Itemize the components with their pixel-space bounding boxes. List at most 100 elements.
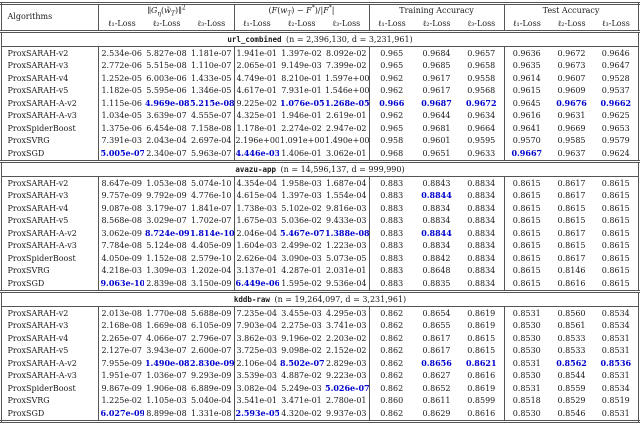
value-cell: 5.073e-05 [325, 253, 367, 263]
value-cell: 9.223e-03 [325, 371, 367, 380]
value-cell: 6.454e-08 [146, 123, 187, 133]
value-cell: 0.8615 [601, 241, 630, 250]
value-cell: 1.034e-05 [98, 109, 144, 122]
value-cell: 9.433e-03 [325, 216, 367, 225]
value-cell: 4.887e-02 [281, 371, 322, 380]
value-cell: 3.062e-09 [98, 227, 144, 240]
value-cell: 8.647e-09 [98, 176, 144, 190]
algorithm-name: ProxSARAH-v2 [7, 308, 69, 318]
algorithm-name: ProxSARAH-v2 [7, 48, 69, 58]
table-row: ProxSARAH-v3 2.772e-06 5.515e-08 1.110e-07 2… [1, 59, 639, 72]
value-cell: 0.965 [368, 46, 414, 60]
value-cell: 1.604e-03 [233, 239, 279, 252]
value-cell: 2.829e-03 [325, 358, 367, 368]
header-group-row: Algorithms ∥Gη(w̃T)∥2 (F(wT) − F*)/|F*| … [1, 3, 640, 21]
value-cell: 0.8599 [467, 396, 496, 405]
value-cell: 2.127e-07 [98, 344, 144, 357]
value-cell: 1.490e-08 [144, 357, 189, 368]
value-cell: 0.8834 [467, 278, 496, 288]
value-cell: 0.8519 [601, 396, 630, 405]
value-cell: 9.792e-09 [146, 191, 187, 200]
value-cell: 1.223e-03 [325, 241, 367, 250]
value-cell: 0.9625 [601, 111, 630, 120]
value-cell: 1.669e-08 [146, 321, 187, 330]
value-cell: 0.9617 [422, 86, 451, 95]
value-cell: 1.178e-01 [233, 122, 279, 135]
value-cell: 0.8560 [557, 308, 586, 318]
value-cell: 4.320e-02 [281, 408, 322, 418]
value-cell: 0.8621 [465, 357, 497, 368]
algorithm-name: ProxSARAH-v2 [7, 178, 69, 188]
value-cell: 2.065e-01 [233, 59, 279, 72]
value-cell: 5.040e-04 [190, 396, 232, 405]
column-group-training-accuracy: Training Accuracy [368, 3, 505, 17]
subheader-l3-loss: ℓ₃-Loss [188, 17, 234, 33]
value-cell: 5.467e-07 [280, 227, 324, 238]
value-cell: 0.8615 [601, 228, 630, 238]
table-header: Algorithms ∥Gη(w̃T)∥2 (F(wT) − F*)/|F*| … [1, 3, 640, 33]
value-cell: 0.9681 [422, 123, 451, 133]
table-row: ProxSARAH-A-v2 3.062e-09 8.724e-09 1.814e-1… [1, 227, 639, 240]
table-row: ProxSARAH-v5 2.127e-07 3.943e-07 2.600e-07 3… [1, 344, 639, 357]
subheader-l2-loss: ℓ₂-Loss [549, 17, 595, 33]
value-cell: 6.889e-09 [190, 383, 232, 393]
value-cell: 0.8615 [503, 214, 550, 227]
value-cell: 0.9635 [503, 59, 550, 72]
value-cell: 3.541e-01 [233, 394, 279, 407]
subheader-l3-loss: ℓ₃-Loss [459, 17, 505, 33]
value-cell: 1.115e-06 [98, 97, 144, 110]
table-row: ProxSARAH-v2 8.647e-09 1.053e-08 5.074e-10 4… [1, 176, 639, 190]
value-cell: 9.536e-04 [325, 278, 367, 288]
value-cell: 7.955e-09 [98, 357, 144, 370]
value-cell: 0.9595 [467, 136, 496, 145]
value-cell: 4.615e-04 [233, 189, 279, 202]
value-cell: 0.8559 [557, 383, 586, 393]
value-cell: 1.152e-08 [146, 253, 187, 263]
dataset-title: avazu-app (n = 14,596,137, d = 999,990) [0, 159, 640, 177]
subheader-l1-loss: ℓ₁-Loss [368, 17, 414, 33]
value-cell: 2.152e-02 [325, 346, 367, 355]
value-cell: 0.9633 [467, 148, 496, 158]
value-cell: 0.8834 [467, 178, 496, 188]
value-cell: 0.8616 [467, 371, 496, 380]
value-cell: 1.841e-07 [190, 203, 232, 213]
value-cell: 0.883 [368, 214, 414, 227]
value-cell: 2.780e-01 [325, 396, 367, 405]
table-row: ProxSVRG 1.225e-02 1.105e-03 5.040e-04 3.541… [1, 394, 639, 407]
value-cell: 0.9672 [465, 97, 497, 108]
value-cell: 0.8615 [467, 333, 496, 343]
value-cell: 0.9684 [422, 48, 451, 58]
table-row: ProxSGD 9.063e-10 2.839e-08 3.150e-09 6.449e… [1, 277, 639, 291]
value-cell: 2.265e-07 [98, 332, 144, 345]
value-cell: 3.455e-03 [281, 308, 322, 318]
value-cell: 0.8648 [422, 266, 451, 275]
value-cell: 0.862 [368, 344, 414, 357]
value-cell: 0.862 [368, 407, 414, 421]
value-cell: 0.8627 [422, 371, 451, 380]
value-cell: 9.757e-09 [98, 189, 144, 202]
value-cell: 1.958e-03 [281, 178, 322, 188]
value-cell: 2.534e-06 [98, 46, 144, 60]
table-row: ProxSARAH-v5 1.182e-05 5.595e-06 1.346e-05 4… [1, 84, 639, 97]
value-cell: 0.8842 [422, 253, 451, 263]
value-cell: 4.749e-01 [233, 72, 279, 85]
value-cell: 3.471e-01 [281, 396, 322, 405]
dataset-name: avazu-app [235, 164, 281, 174]
value-cell: 0.8530 [503, 332, 550, 345]
value-cell: 0.8834 [422, 203, 451, 213]
value-cell: 0.962 [368, 109, 414, 122]
section-header-url_combined: url_combined (n = 2,396,130, d = 3,231,9… [0, 29, 640, 47]
algorithm-name: ProxSARAH-v4 [7, 333, 69, 343]
value-cell: 0.8615 [503, 189, 550, 202]
value-cell: 1.397e-03 [281, 191, 322, 200]
value-cell: 9.937e-03 [325, 408, 367, 418]
subheader-l2-loss: ℓ₂-Loss [143, 17, 189, 33]
value-cell: 0.8518 [503, 394, 550, 407]
table-row: ProxSGD 5.005e-07 2.340e-07 5.963e-07 4.446e… [1, 147, 639, 161]
table-row: ProxSGD 6.027e-09 8.899e-08 1.331e-08 2.593e… [1, 407, 639, 421]
value-cell: 1.597e+00 [325, 73, 369, 83]
value-cell: 0.8615 [601, 278, 630, 288]
column-group-gradient-norm: ∥Gη(w̃T)∥2 [98, 3, 234, 17]
value-cell: 0.8654 [422, 308, 451, 318]
value-cell: 9.063e-10 [98, 277, 144, 291]
